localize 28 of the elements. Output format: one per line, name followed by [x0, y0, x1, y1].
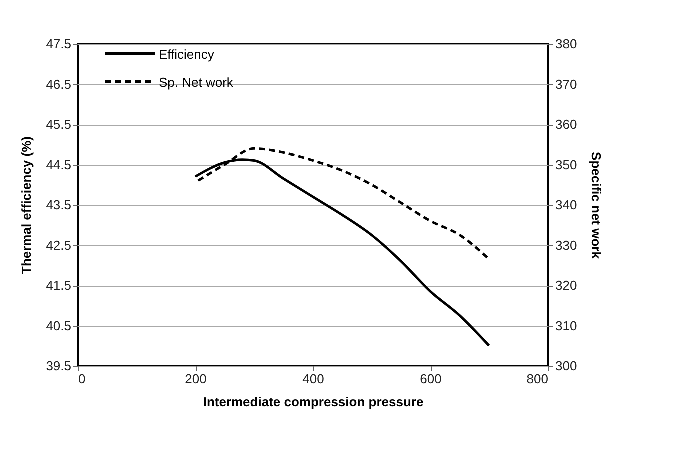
y2-axis-title: Specific net work: [589, 152, 604, 260]
y-tick-label: 47.5: [46, 36, 72, 52]
y-tick-label: 43.5: [46, 198, 72, 212]
y2-tick-label: 320: [556, 278, 578, 293]
y2-tick-label: 310: [556, 318, 578, 334]
y2-tick-label: 370: [556, 76, 578, 92]
y-tick-label: 40.5: [46, 318, 72, 334]
y-tick-label: 42.5: [46, 238, 72, 253]
y2-tick-label: 340: [556, 198, 578, 212]
x-tick-label: 400: [302, 372, 324, 386]
y-tick-label: 46.5: [46, 76, 72, 92]
y2-tick-label: 350: [556, 157, 578, 172]
y-tick-label: 39.5: [46, 358, 72, 374]
y2-tick-label: 360: [556, 117, 578, 132]
y2-tick-label: 380: [556, 36, 578, 52]
x-tick-label: 600: [420, 372, 442, 386]
x-tick-label: 800: [526, 372, 548, 386]
y-axis-title: Thermal efficiency (%): [19, 136, 34, 274]
x-tick-label: 0: [78, 372, 86, 386]
legend-label: Efficiency: [159, 47, 215, 62]
y-tick-label: 44.5: [46, 157, 72, 172]
y2-tick-label: 300: [556, 358, 578, 374]
x-axis-title: Intermediate compression pressure: [203, 394, 424, 410]
y2-tick-label: 330: [556, 238, 578, 253]
y-tick-label: 45.5: [46, 117, 72, 132]
y-tick-label: 41.5: [46, 278, 72, 293]
legend-label: Sp. Net work: [159, 75, 234, 90]
x-tick-label: 200: [185, 372, 207, 386]
